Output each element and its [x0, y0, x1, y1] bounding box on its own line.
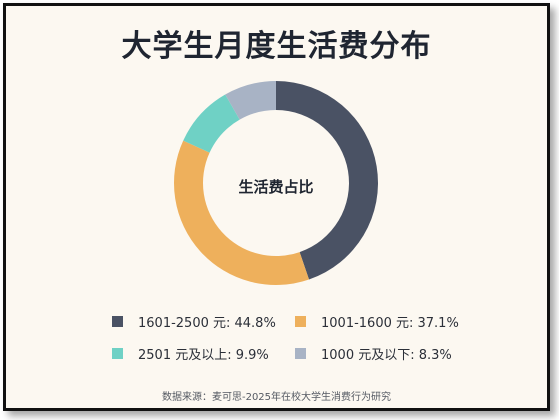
legend-swatch: [295, 347, 306, 359]
data-source-note: 数据来源：麦可思-2025年在校大学生消费行为研究: [161, 392, 392, 403]
legend-label: 1601-2500 元: 44.8%: [138, 315, 276, 331]
legend-item-1601-2500: 1601-2500 元: 44.8%: [112, 311, 276, 331]
slice-1001-1600: [173, 140, 310, 286]
legend-item-1000-below: 1000 元及以下: 8.3%: [295, 343, 452, 363]
legend-item-1001-1600: 1001-1600 元: 37.1%: [295, 311, 459, 331]
legend-item-2501-plus: 2501 元及以上: 9.9%: [112, 343, 269, 363]
legend-swatch: [112, 347, 123, 359]
slice-1601-2500: [276, 81, 379, 280]
donut-center-label: 生活费占比: [238, 178, 313, 196]
legend-label: 1001-1600 元: 37.1%: [321, 315, 459, 331]
slice-2501-plus: [183, 94, 240, 153]
chart-title: 大学生月度生活费分布: [121, 29, 432, 64]
legend-swatch: [112, 315, 123, 327]
donut-chart: 生活费占比: [173, 81, 379, 286]
legend-swatch: [295, 315, 306, 327]
legend-label: 2501 元及以上: 9.9%: [138, 347, 269, 363]
slice-1000-below: [225, 81, 276, 120]
legend-label: 1000 元及以下: 8.3%: [321, 347, 452, 363]
chart-frame: 大学生月度生活费分布 生活费占比 1601-2500 元: 44.8% 1001…: [3, 3, 550, 411]
